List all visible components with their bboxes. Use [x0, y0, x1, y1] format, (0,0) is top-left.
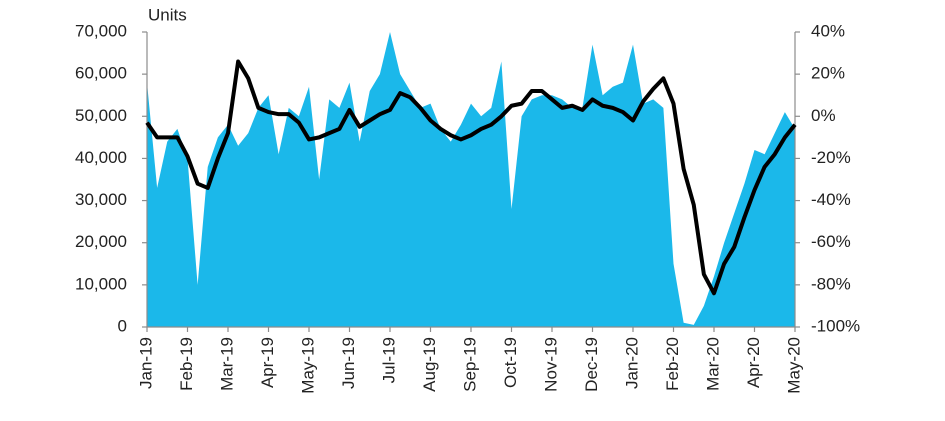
- y-tick-label: 10,000: [75, 274, 127, 293]
- x-tick-label: Apr-19: [258, 337, 277, 388]
- y2-tick-label: 0%: [811, 106, 836, 125]
- x-tick-label: Nov-19: [541, 337, 560, 392]
- y2-tick-label: 40%: [811, 21, 845, 40]
- y-tick-label: 0: [118, 316, 127, 335]
- y2-tick-label: -60%: [811, 232, 851, 251]
- y-tick-label: 70,000: [75, 21, 127, 40]
- y-tick-label: 60,000: [75, 64, 127, 83]
- x-tick-label: Mar-19: [217, 337, 236, 391]
- y2-tick-label: -80%: [811, 274, 851, 293]
- y2-tick-label: -40%: [811, 190, 851, 209]
- y2-tick-label: -20%: [811, 148, 851, 167]
- area: [147, 32, 795, 327]
- x-tick-label: May-20: [784, 337, 803, 394]
- x-tick-label: Feb-19: [177, 337, 196, 391]
- x-tick-label: Oct-19: [501, 337, 520, 388]
- x-tick-label: Feb-20: [663, 337, 682, 391]
- x-tick-label: Jun-19: [339, 337, 358, 389]
- x-tick-label: Aug-19: [420, 337, 439, 392]
- y-tick-label: 30,000: [75, 190, 127, 209]
- x-tick-label: May-19: [298, 337, 317, 394]
- y-tick-label: 50,000: [75, 106, 127, 125]
- x-tick-label: Apr-20: [744, 337, 763, 388]
- y2-tick-label: -100%: [811, 316, 860, 335]
- x-tick-label: Dec-19: [582, 337, 601, 392]
- y-tick-label: 40,000: [75, 148, 127, 167]
- line: [145, 59, 797, 296]
- y-tick-label: 20,000: [75, 232, 127, 251]
- x-tick-label: Sep-19: [460, 337, 479, 392]
- y-axis-label: Units: [148, 5, 187, 24]
- x-tick-label: Jan-20: [622, 337, 641, 389]
- x-tick-label: Jul-19: [379, 337, 398, 383]
- x-tick-label: Jan-19: [136, 337, 155, 389]
- y2-tick-label: 20%: [811, 64, 845, 83]
- x-tick-label: Mar-20: [703, 337, 722, 391]
